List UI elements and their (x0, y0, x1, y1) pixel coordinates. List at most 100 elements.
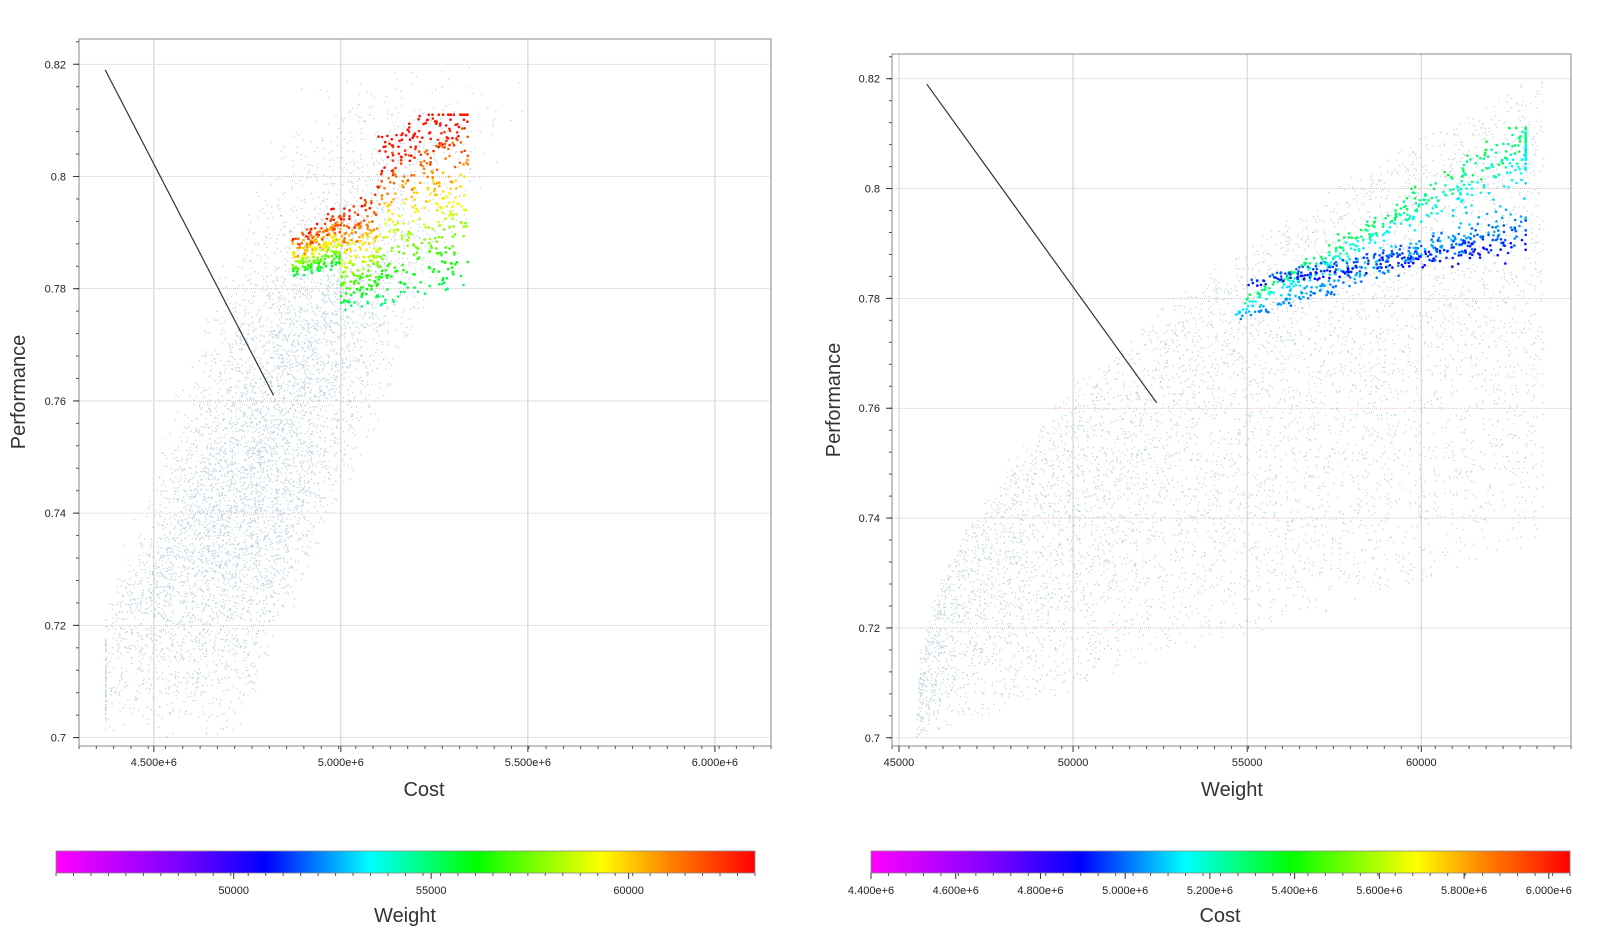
data-point (233, 613, 234, 614)
data-point (171, 596, 172, 597)
data-point (153, 677, 154, 678)
data-point (197, 687, 198, 688)
data-point (296, 361, 297, 362)
data-point (405, 166, 406, 167)
data-point (343, 291, 344, 292)
data-point (483, 154, 484, 155)
data-point (193, 444, 194, 445)
data-point (377, 152, 378, 153)
data-point (166, 602, 167, 603)
data-point (240, 336, 241, 337)
data-point (228, 408, 229, 409)
data-point (376, 174, 377, 175)
data-point (360, 355, 361, 356)
data-point (293, 227, 294, 228)
data-point (263, 630, 264, 631)
data-point (274, 438, 275, 439)
data-point (275, 350, 276, 351)
data-point (184, 481, 185, 482)
data-point (199, 406, 200, 407)
data-point (278, 458, 279, 459)
data-point (253, 350, 254, 351)
data-point (255, 431, 256, 432)
data-point (394, 187, 395, 188)
data-point (347, 367, 348, 368)
data-point (232, 558, 233, 559)
data-point (414, 110, 415, 111)
data-point (325, 398, 326, 399)
data-point (224, 495, 225, 496)
data-point (198, 645, 199, 646)
data-point (357, 188, 358, 189)
data-point (160, 516, 161, 517)
data-point (374, 324, 375, 325)
data-point (357, 258, 358, 259)
data-point (237, 608, 238, 609)
data-point (321, 307, 322, 308)
data-point (202, 706, 203, 707)
data-point (378, 240, 379, 241)
data-point (241, 589, 242, 590)
data-point (338, 270, 339, 271)
data-point (318, 213, 319, 214)
data-point (412, 291, 413, 292)
data-point (241, 477, 242, 478)
data-point (327, 468, 328, 469)
data-point (262, 590, 263, 591)
data-point (171, 524, 172, 525)
data-point (196, 520, 197, 521)
data-point (200, 672, 201, 673)
data-point (330, 141, 331, 142)
data-point (237, 510, 238, 511)
data-point (223, 650, 224, 651)
data-point (359, 331, 360, 332)
data-point (193, 594, 194, 595)
data-point (339, 286, 340, 287)
data-point (177, 543, 178, 544)
data-point (255, 445, 256, 446)
data-point (414, 120, 415, 121)
data-point (244, 576, 245, 577)
data-point (116, 640, 117, 641)
data-point (288, 514, 289, 515)
data-point (261, 358, 262, 359)
data-point (270, 275, 271, 276)
data-point (161, 484, 162, 485)
data-point (117, 586, 118, 587)
data-point (215, 532, 216, 533)
data-point (248, 631, 249, 632)
data-point (387, 322, 388, 323)
data-point (205, 527, 206, 528)
data-point (346, 421, 347, 422)
data-point (256, 560, 257, 561)
data-point (211, 485, 212, 486)
data-point (277, 470, 278, 471)
data-point (327, 363, 328, 364)
data-point (194, 560, 195, 561)
data-point (134, 518, 135, 519)
data-point (215, 550, 216, 551)
data-point (275, 453, 276, 454)
data-point (186, 652, 187, 653)
data-point (295, 549, 296, 550)
data-point (243, 594, 244, 595)
data-point (355, 219, 356, 220)
data-point (177, 411, 178, 412)
data-point (333, 351, 334, 352)
data-point (157, 678, 158, 679)
data-point (174, 458, 175, 459)
data-point (270, 449, 271, 450)
data-point (519, 82, 520, 83)
data-point (236, 370, 237, 371)
data-point (241, 569, 242, 570)
data-point (197, 573, 198, 574)
data-point (221, 316, 222, 317)
data-point (250, 383, 251, 384)
data-point (276, 491, 277, 492)
data-point (273, 330, 274, 331)
data-point (403, 337, 404, 338)
data-point (260, 412, 261, 413)
data-point (188, 515, 189, 516)
data-point (493, 123, 494, 124)
data-point (307, 420, 308, 421)
